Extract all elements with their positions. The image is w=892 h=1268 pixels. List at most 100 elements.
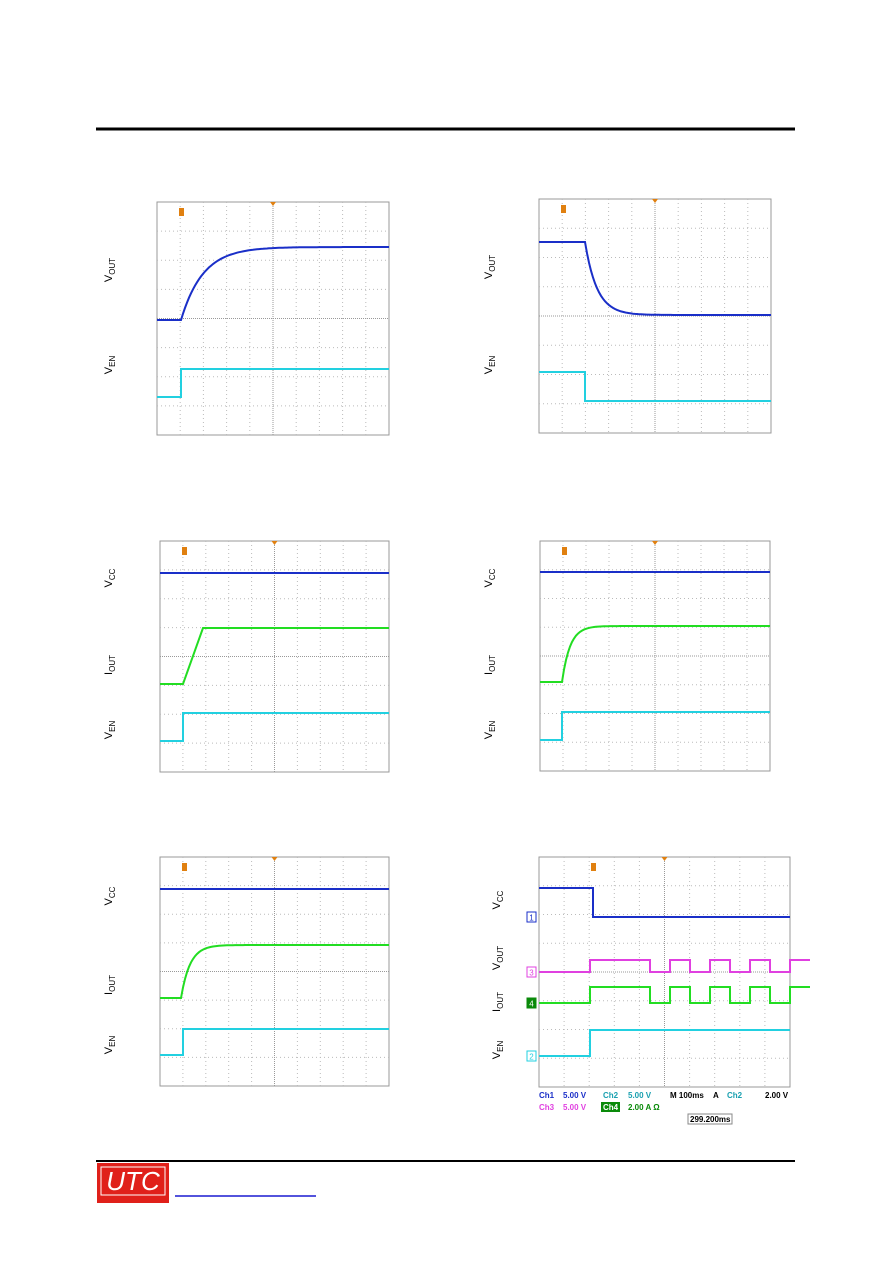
scope-readout: M 100ms [670,1091,704,1100]
channel-marker-box [526,1050,537,1062]
label-main: V [483,731,495,739]
trigger-marker [270,202,276,206]
scope-readout: 5.00 V [628,1091,652,1100]
readout-bg [601,1102,620,1112]
logo-box [97,1163,169,1203]
scope-readout: 2.00 V [765,1091,789,1100]
label-sub: CC [108,568,117,580]
label-main: V [103,366,115,374]
label-sub: EN [108,1036,117,1047]
trigger-icon [562,547,567,555]
channel-marker: 3 [529,969,534,978]
trace-label: VEN [483,356,497,375]
trace-label: VOUT [103,258,117,282]
label-main: V [483,579,495,587]
scope-readout: 5.00 V [563,1103,587,1112]
label-main: V [491,962,503,970]
trigger-icon [561,205,566,213]
trigger-icon [179,208,184,216]
trace-label: VCC [103,886,117,905]
trace-label: VOUT [483,255,497,279]
channel-marker-box [526,966,537,978]
scope-readout: 299.200ms [690,1115,731,1124]
waveform [539,371,771,402]
label-main: I [103,992,115,995]
scope-readout: 2.00 A Ω [628,1103,660,1112]
label-sub: OUT [496,992,505,1009]
channel-marker: 4 [529,1000,534,1009]
trigger-marker [271,541,278,545]
label-sub: EN [496,1041,505,1052]
readout-frame [687,1113,733,1125]
trigger-marker [652,541,658,545]
label-sub: CC [488,568,497,580]
trace-label: IOUT [103,975,117,995]
waveform [160,944,389,999]
logo-frame [100,1166,166,1196]
trace-label: VCC [103,568,117,587]
waveform [540,625,770,683]
label-main: I [103,672,115,675]
trace-label: IOUT [103,655,117,675]
trigger-icon [182,547,187,555]
trigger-marker [271,857,278,861]
channel-marker-box [526,997,537,1009]
label-sub: EN [488,721,497,732]
scope-readout: Ch2 [603,1091,619,1100]
label-sub: OUT [496,946,505,963]
trace-label: VEN [103,721,117,740]
label-sub: OUT [108,258,117,275]
label-sub: EN [108,356,117,367]
waveform [539,1029,790,1057]
label-main: I [483,672,495,675]
trace-label: VCC [491,890,505,909]
logo-text: UTC [106,1166,160,1196]
trigger-icon [591,863,596,871]
trigger-marker [652,199,658,203]
waveform [160,712,389,742]
waveform [539,959,810,973]
waveform [539,241,771,316]
label-sub: OUT [108,655,117,672]
label-main: V [103,274,115,282]
label-sub: OUT [108,975,117,992]
label-sub: OUT [488,655,497,672]
label-main: V [483,271,495,279]
trace-label: IOUT [483,655,497,675]
waveform [157,246,389,321]
label-sub: CC [496,890,505,902]
waveform [157,368,389,398]
trigger-icon [182,863,187,871]
label-main: V [103,731,115,739]
label-main: V [103,1046,115,1054]
scope-readout: Ch1 [539,1091,555,1100]
scope-readout: Ch4 [603,1103,619,1112]
trace-label: VEN [491,1041,505,1060]
channel-marker-box [526,911,537,923]
waveform [160,627,389,685]
trace-label: VOUT [491,946,505,970]
trace-label: VEN [103,356,117,375]
label-main: V [103,897,115,905]
label-main: V [483,366,495,374]
trigger-marker [661,857,668,861]
waveform [539,887,790,918]
label-main: V [491,1051,503,1059]
channel-marker: 1 [529,914,534,923]
label-main: I [491,1009,503,1012]
waveform [160,1028,389,1056]
channel-marker: 2 [529,1053,534,1062]
trace-label: VEN [103,1036,117,1055]
label-main: V [491,901,503,909]
scope-readout: Ch2 [727,1091,743,1100]
scope-readout: A [713,1091,719,1100]
label-sub: EN [108,721,117,732]
trace-label: IOUT [491,992,505,1012]
waveform [539,986,810,1004]
trace-label: VEN [483,721,497,740]
label-sub: EN [488,356,497,367]
trace-label: VCC [483,568,497,587]
waveform [540,711,770,741]
label-sub: OUT [488,255,497,272]
